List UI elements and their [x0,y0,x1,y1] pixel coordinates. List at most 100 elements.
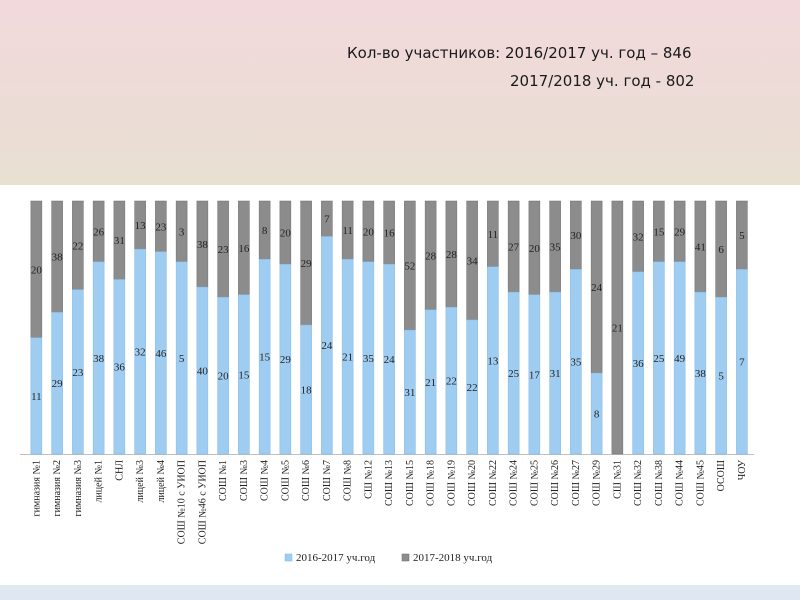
data-label-2016-2017: 35 [363,353,375,365]
category-label: СОШ №27 [571,460,582,506]
data-label-2017-2018: 20 [280,228,292,240]
data-label-2017-2018: 28 [425,250,437,262]
bar-2016-2017 [175,261,188,455]
data-label-2017-2018: 23 [155,221,167,233]
legend-swatch-2017-2018 [401,553,410,562]
bar-2016-2017 [466,319,478,455]
data-label-2016-2017: 25 [508,368,520,380]
data-label-2016-2017: 24 [384,354,396,366]
bar-2016-2017 [92,261,105,455]
data-label-2017-2018: 16 [238,243,250,255]
data-label-2017-2018: 41 [695,242,706,254]
data-label-2017-2018: 31 [114,235,125,247]
bar-2016-2017 [362,261,375,455]
category-label: лицей №3 [135,460,146,503]
bar-2016-2017 [424,309,437,455]
bar-2016-2017 [715,296,727,455]
data-label-2017-2018: 38 [52,252,64,264]
bar-2016-2017 [570,269,582,455]
data-label-2016-2017: 36 [114,362,126,374]
data-label-2016-2017: 8 [594,409,600,421]
category-label: ЧОУ [737,459,748,480]
data-label-2016-2017: 29 [280,354,292,366]
category-label: СОШ №45 [695,460,706,506]
data-label-2016-2017: 18 [301,384,313,396]
bar-2016-2017 [653,261,665,455]
data-label-2017-2018: 16 [384,228,396,240]
data-label-2017-2018: 38 [197,239,209,251]
data-label-2017-2018: 32 [633,231,644,243]
data-label-2017-2018: 7 [324,214,330,226]
bar-2016-2017 [736,269,748,455]
bar-2016-2017 [673,261,686,455]
category-label: СОШ №19 [446,460,457,506]
data-label-2016-2017: 22 [467,382,478,394]
bar-2016-2017 [196,286,209,455]
data-label-2017-2018: 24 [591,282,603,294]
data-label-2017-2018: 5 [739,230,745,242]
category-label: СШ №31 [612,460,623,499]
category-label: СОШ №26 [550,460,561,506]
data-label-2017-2018: 13 [135,220,147,232]
bar-2016-2017 [383,264,395,455]
bar-2016-2017 [30,337,43,455]
data-label-2016-2017: 5 [718,371,724,383]
category-label: СОШ №15 [405,460,416,506]
bar-2016-2017 [300,324,312,455]
data-label-2016-2017: 11 [31,391,42,403]
data-label-2017-2018: 15 [653,226,665,238]
bar-2016-2017 [134,248,146,455]
bar-2016-2017 [258,258,271,455]
category-label: лицей №1 [94,460,105,503]
data-label-2017-2018: 11 [342,225,353,237]
bar-2016-2017 [507,291,520,455]
data-label-2016-2017: 21 [425,377,436,389]
bar-2016-2017 [487,266,499,455]
data-label-2016-2017: 31 [550,368,561,380]
data-label-2016-2017: 35 [570,357,582,369]
bar-2016-2017 [445,307,458,455]
category-label: СОШ №8 [343,460,354,501]
data-label-2017-2018: 22 [72,240,83,252]
bar-2016-2017 [528,294,541,455]
category-label: СОШ №46 с УИОП [197,460,208,544]
category-label: СОШ №29 [592,460,603,506]
data-label-2017-2018: 30 [570,230,582,242]
category-label: СНЛ [114,460,125,481]
bar-2016-2017 [238,294,250,455]
data-label-2016-2017: 46 [155,348,167,360]
data-label-2016-2017: 29 [52,378,64,390]
data-label-2017-2018: 3 [179,226,185,238]
category-label: СОШ №13 [384,460,395,506]
bar-2016-2017 [113,279,126,455]
bar-2016-2017 [155,251,167,455]
category-label: СОШ №38 [654,460,665,506]
data-label-2017-2018: 26 [93,226,105,238]
bar-2016-2017 [404,329,416,455]
data-label-2017-2018: 29 [301,258,313,270]
bar-2016-2017 [590,372,603,455]
data-label-2016-2017: 17 [529,369,541,381]
category-label: СОШ №18 [426,460,437,506]
bar-2016-2017 [72,289,84,455]
data-label-2016-2017: 25 [653,353,665,365]
data-label-2017-2018: 11 [488,229,499,241]
bar-2016-2017 [632,271,644,455]
data-label-2016-2017: 24 [321,340,333,352]
category-label: СОШ №4 [260,460,271,501]
data-label-2016-2017: 36 [633,358,645,370]
data-label-2017-2018: 28 [446,249,458,261]
data-label-2017-2018: 8 [262,225,268,237]
bar-2016-2017 [321,236,333,455]
category-label: СОШ №3 [239,460,250,501]
category-label: СОШ №6 [301,460,312,501]
bar-2016-2017 [51,312,63,455]
data-label-2016-2017: 21 [342,352,353,364]
data-label-2017-2018: 20 [529,243,541,255]
data-label-2016-2017: 13 [487,355,499,367]
bar-2016-2017 [549,291,561,455]
data-label-2016-2017: 32 [135,347,146,359]
category-label: СОШ №32 [633,460,644,506]
bar-2016-2017 [694,291,707,455]
